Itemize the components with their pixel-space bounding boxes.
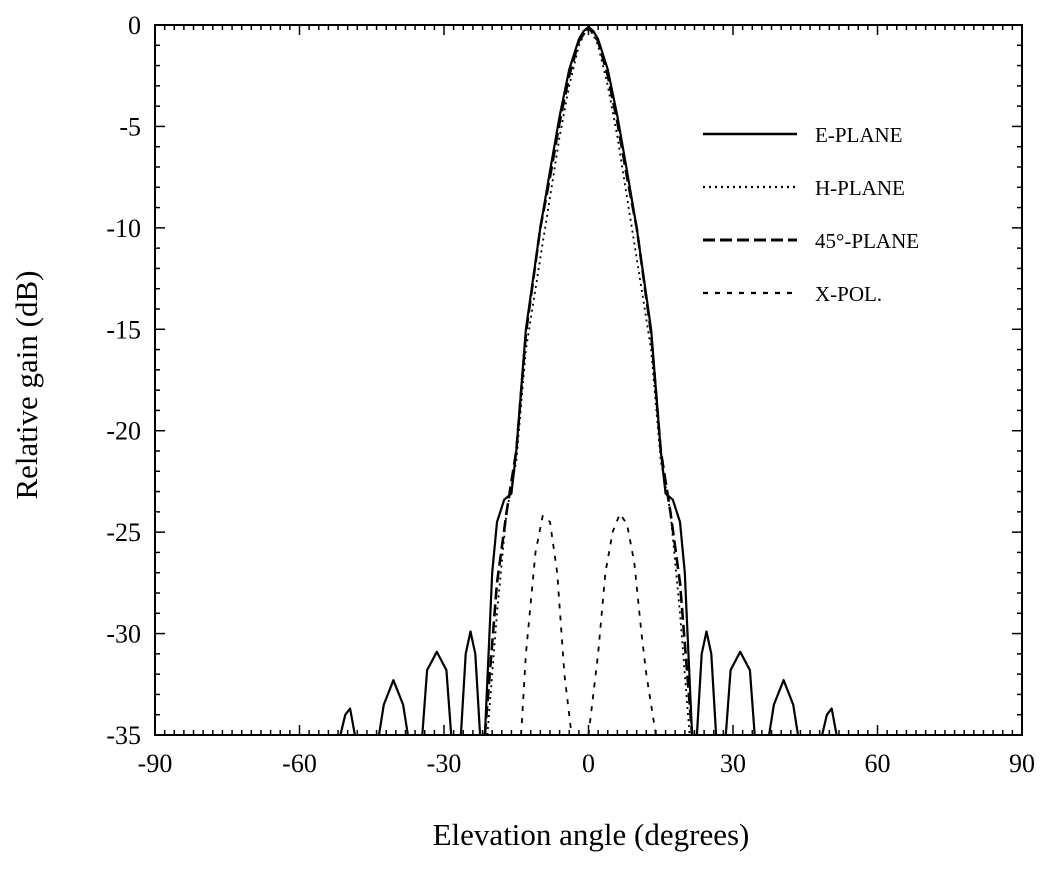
- legend-label: E-PLANE: [815, 123, 903, 147]
- y-tick-label: -15: [106, 315, 141, 344]
- series-line-3: [483, 25, 694, 736]
- y-tick-label: 0: [128, 11, 141, 40]
- legend: E-PLANE H-PLANE 45°-PLANE X-POL.: [703, 123, 919, 306]
- y-axis-title: Relative gain (dB): [9, 271, 44, 500]
- series-line-4: [520, 513, 657, 736]
- x-tick-label: -90: [138, 749, 173, 778]
- x-tick-label: -30: [427, 749, 462, 778]
- y-tick-label: -35: [106, 721, 141, 750]
- y-axis-ticks: [155, 24, 1022, 736]
- y-tick-label: -25: [106, 518, 141, 547]
- legend-label: X-POL.: [815, 282, 882, 306]
- y-tick-label: -10: [106, 214, 141, 243]
- x-tick-label: 60: [865, 749, 891, 778]
- y-tick-label: -20: [106, 417, 141, 446]
- x-axis-ticks: [154, 25, 1023, 735]
- y-axis-tick-labels: 0 -5 -10 -15 -20 -25 -30 -35: [106, 11, 141, 750]
- y-tick-label: -5: [119, 112, 141, 141]
- x-axis-title: Elevation angle (degrees): [433, 817, 750, 852]
- series-lines: [339, 24, 838, 736]
- y-tick-label: -30: [106, 620, 141, 649]
- x-axis-tick-labels: -90 -60 -30 0 30 60 90: [138, 749, 1035, 778]
- x-tick-label: 90: [1009, 749, 1035, 778]
- series-line-2: [486, 24, 691, 736]
- x-tick-label: 30: [720, 749, 746, 778]
- x-tick-label: -60: [282, 749, 317, 778]
- legend-label: 45°-PLANE: [815, 229, 919, 253]
- x-tick-label: 0: [582, 749, 595, 778]
- legend-label: H-PLANE: [815, 176, 905, 200]
